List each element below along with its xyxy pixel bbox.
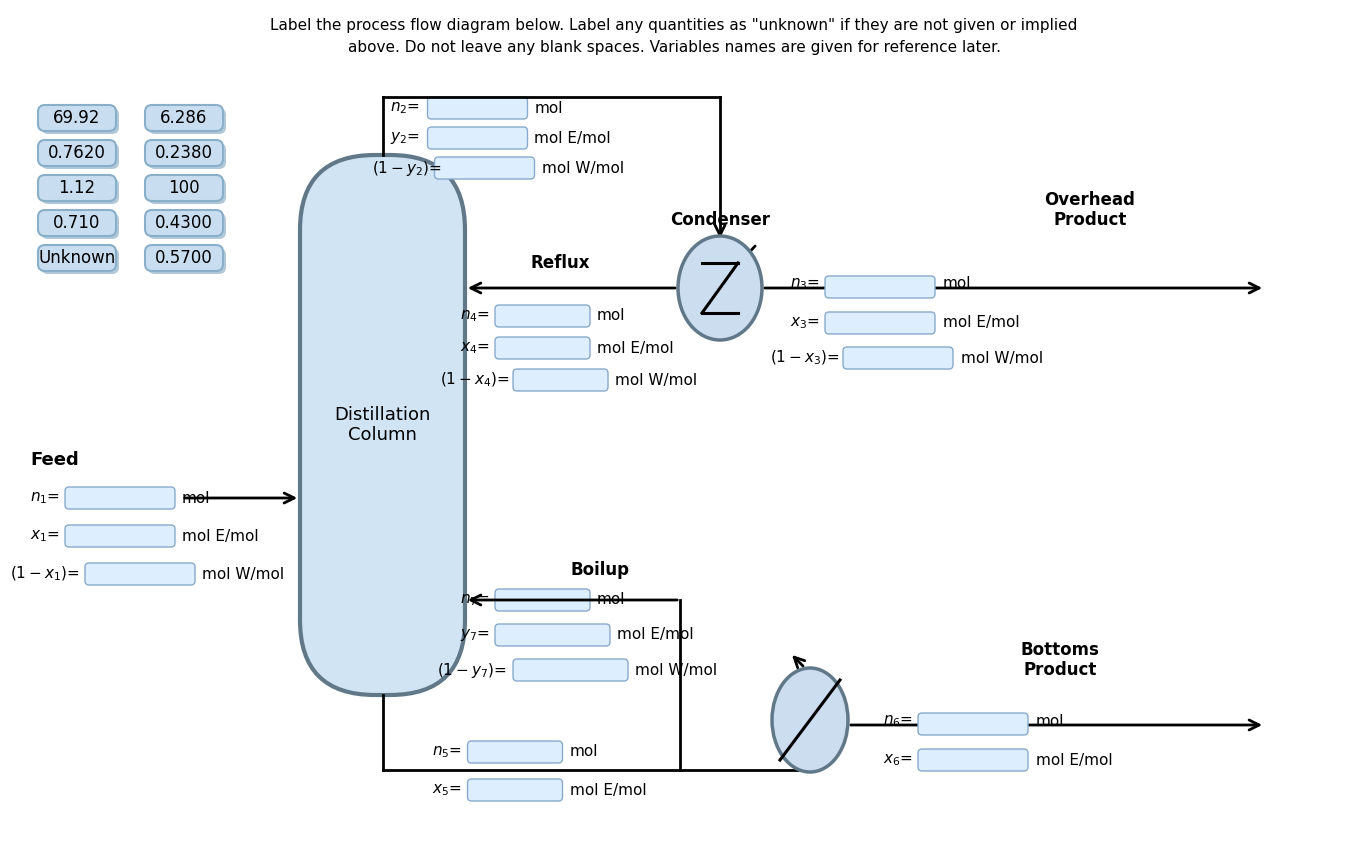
Text: mol: mol xyxy=(597,592,625,608)
Text: Boilup: Boilup xyxy=(570,561,630,579)
Text: mol W/mol: mol W/mol xyxy=(635,663,717,677)
Text: 69.92: 69.92 xyxy=(54,109,101,127)
FancyBboxPatch shape xyxy=(918,713,1029,735)
FancyBboxPatch shape xyxy=(38,210,116,236)
FancyBboxPatch shape xyxy=(65,487,175,509)
Text: mol E/mol: mol E/mol xyxy=(182,528,259,544)
Text: $x_5$=: $x_5$= xyxy=(433,782,462,798)
FancyBboxPatch shape xyxy=(38,105,116,131)
FancyBboxPatch shape xyxy=(146,140,222,166)
FancyBboxPatch shape xyxy=(148,143,226,169)
Text: Reflux: Reflux xyxy=(530,254,590,272)
Text: $x_6$=: $x_6$= xyxy=(883,752,913,768)
FancyBboxPatch shape xyxy=(495,589,590,611)
Text: mol E/mol: mol E/mol xyxy=(535,130,611,146)
FancyBboxPatch shape xyxy=(301,155,465,695)
Text: mol E/mol: mol E/mol xyxy=(617,627,694,643)
Text: $y_2$=: $y_2$= xyxy=(391,130,421,146)
Text: mol: mol xyxy=(535,100,563,116)
FancyBboxPatch shape xyxy=(40,143,119,169)
Ellipse shape xyxy=(772,668,848,772)
Text: 6.286: 6.286 xyxy=(160,109,208,127)
Text: Overhead
Product: Overhead Product xyxy=(1045,191,1135,229)
FancyBboxPatch shape xyxy=(40,213,119,239)
Text: mol W/mol: mol W/mol xyxy=(615,372,697,388)
FancyBboxPatch shape xyxy=(825,312,936,334)
Text: Feed: Feed xyxy=(30,451,78,469)
Text: $(1-x_1)$=: $(1-x_1)$= xyxy=(9,565,80,583)
FancyBboxPatch shape xyxy=(495,305,590,327)
Text: mol: mol xyxy=(569,745,599,759)
Text: mol E/mol: mol E/mol xyxy=(569,782,646,798)
FancyBboxPatch shape xyxy=(148,108,226,134)
FancyBboxPatch shape xyxy=(434,157,535,179)
Text: mol E/mol: mol E/mol xyxy=(944,316,1019,330)
FancyBboxPatch shape xyxy=(825,276,936,298)
Text: 0.4300: 0.4300 xyxy=(155,214,213,232)
FancyBboxPatch shape xyxy=(146,245,222,271)
Text: mol E/mol: mol E/mol xyxy=(1037,752,1112,768)
Text: mol E/mol: mol E/mol xyxy=(597,341,674,355)
FancyBboxPatch shape xyxy=(918,749,1029,771)
Text: mol W/mol: mol W/mol xyxy=(202,567,284,581)
FancyBboxPatch shape xyxy=(495,337,590,359)
Text: 100: 100 xyxy=(168,179,200,197)
Text: $n_4$=: $n_4$= xyxy=(460,308,491,324)
Text: mol W/mol: mol W/mol xyxy=(961,350,1043,366)
FancyBboxPatch shape xyxy=(40,248,119,274)
Text: $n_5$=: $n_5$= xyxy=(433,744,462,760)
Text: 0.2380: 0.2380 xyxy=(155,144,213,162)
Text: $x_3$=: $x_3$= xyxy=(790,315,820,331)
Text: above. Do not leave any blank spaces. Variables names are given for reference la: above. Do not leave any blank spaces. Va… xyxy=(348,40,1000,55)
Text: $n_3$=: $n_3$= xyxy=(790,276,820,292)
Text: $y_7$=: $y_7$= xyxy=(460,627,489,643)
FancyBboxPatch shape xyxy=(842,347,953,369)
Text: mol: mol xyxy=(1037,714,1065,728)
FancyBboxPatch shape xyxy=(148,248,226,274)
FancyBboxPatch shape xyxy=(38,245,116,271)
Text: $(1-y_2)$=: $(1-y_2)$= xyxy=(372,158,442,177)
FancyBboxPatch shape xyxy=(38,140,116,166)
FancyBboxPatch shape xyxy=(468,741,562,763)
FancyBboxPatch shape xyxy=(146,210,222,236)
Text: $x_1$=: $x_1$= xyxy=(30,528,59,544)
Text: $(1-y_7)$=: $(1-y_7)$= xyxy=(437,661,507,680)
FancyBboxPatch shape xyxy=(148,213,226,239)
Text: 1.12: 1.12 xyxy=(58,179,96,197)
Text: $n_1$=: $n_1$= xyxy=(30,490,61,506)
Text: $x_4$=: $x_4$= xyxy=(460,340,489,356)
FancyBboxPatch shape xyxy=(427,97,527,119)
FancyBboxPatch shape xyxy=(468,779,562,801)
Text: $n_6$=: $n_6$= xyxy=(883,713,913,728)
Text: $(1-x_3)$=: $(1-x_3)$= xyxy=(770,348,840,367)
FancyBboxPatch shape xyxy=(65,525,175,547)
Ellipse shape xyxy=(678,236,762,340)
Text: $n_2$=: $n_2$= xyxy=(391,100,421,116)
Text: $n_7$=: $n_7$= xyxy=(460,592,491,608)
Text: Distillation
Column: Distillation Column xyxy=(334,406,431,444)
Text: mol: mol xyxy=(944,276,972,292)
Text: Bottoms
Product: Bottoms Product xyxy=(1020,640,1100,680)
FancyBboxPatch shape xyxy=(85,563,195,585)
FancyBboxPatch shape xyxy=(495,624,611,646)
Text: mol: mol xyxy=(182,490,210,506)
FancyBboxPatch shape xyxy=(148,178,226,204)
Text: mol: mol xyxy=(597,308,625,324)
Text: 0.7620: 0.7620 xyxy=(49,144,106,162)
Text: mol W/mol: mol W/mol xyxy=(542,161,624,175)
FancyBboxPatch shape xyxy=(40,108,119,134)
Text: 0.710: 0.710 xyxy=(54,214,101,232)
FancyBboxPatch shape xyxy=(427,127,527,149)
Text: Unknown: Unknown xyxy=(38,249,116,267)
FancyBboxPatch shape xyxy=(514,369,608,391)
Text: Label the process flow diagram below. Label any quantities as "unknown" if they : Label the process flow diagram below. La… xyxy=(271,18,1077,33)
FancyBboxPatch shape xyxy=(40,178,119,204)
Text: $(1-x_4)$=: $(1-x_4)$= xyxy=(439,371,510,389)
Text: 0.5700: 0.5700 xyxy=(155,249,213,267)
Text: Condenser: Condenser xyxy=(670,211,770,229)
FancyBboxPatch shape xyxy=(514,659,628,681)
FancyBboxPatch shape xyxy=(146,105,222,131)
FancyBboxPatch shape xyxy=(146,175,222,201)
FancyBboxPatch shape xyxy=(38,175,116,201)
